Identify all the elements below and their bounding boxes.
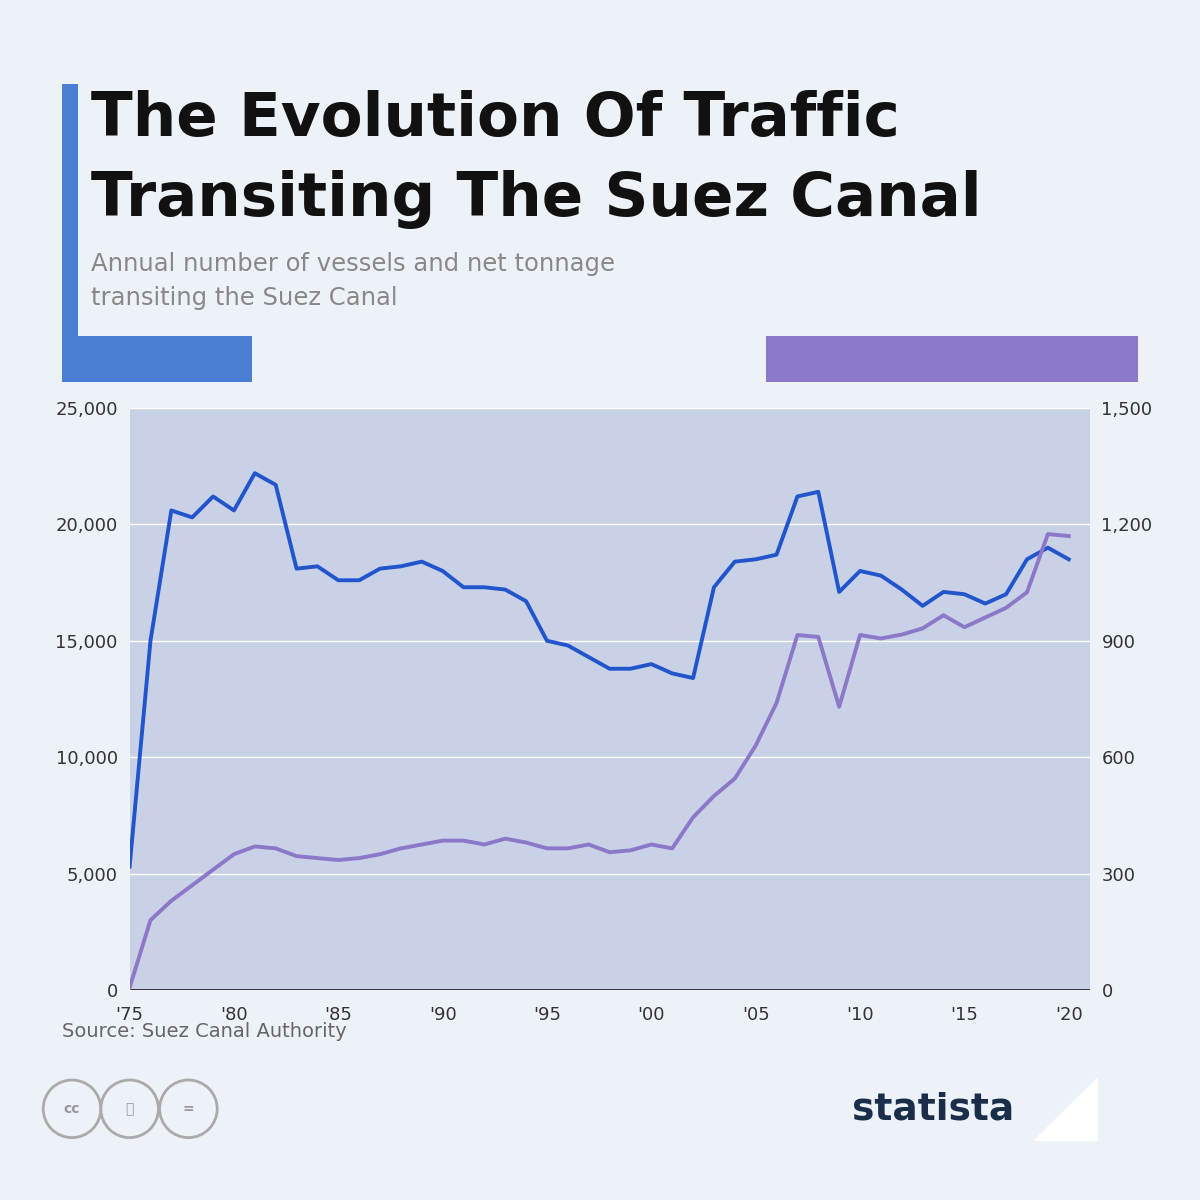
Bar (714, 408, 756, 990)
Bar (172, 408, 214, 990)
Bar (589, 408, 630, 990)
Text: =: = (182, 1102, 194, 1116)
Bar (130, 408, 172, 990)
Bar (463, 408, 505, 990)
Bar (338, 408, 380, 990)
Text: Net tons (in millions): Net tons (in millions) (775, 349, 1030, 368)
Text: statista: statista (852, 1092, 1014, 1128)
Bar (630, 408, 672, 990)
Bar (547, 408, 589, 990)
Bar (1048, 408, 1090, 990)
Bar (505, 408, 547, 990)
Text: Source: Suez Canal Authority: Source: Suez Canal Authority (62, 1022, 347, 1042)
Text: ⓘ: ⓘ (126, 1102, 133, 1116)
Text: Transiting The Suez Canal: Transiting The Suez Canal (91, 170, 982, 229)
Text: cc: cc (64, 1102, 80, 1116)
Text: The Evolution Of Traffic: The Evolution Of Traffic (91, 90, 900, 149)
Text: Annual number of vessels and net tonnage
transiting the Suez Canal: Annual number of vessels and net tonnage… (91, 252, 616, 310)
Bar (923, 408, 965, 990)
Polygon shape (1034, 1078, 1097, 1140)
Bar (798, 408, 839, 990)
Bar (214, 408, 254, 990)
Text: Total vessels: Total vessels (72, 349, 227, 368)
Bar (839, 408, 881, 990)
Bar (296, 408, 338, 990)
Bar (1006, 408, 1048, 990)
Bar (421, 408, 463, 990)
Bar (672, 408, 714, 990)
Bar (380, 408, 421, 990)
Bar (756, 408, 798, 990)
Bar (881, 408, 923, 990)
Bar (254, 408, 296, 990)
Bar (965, 408, 1006, 990)
